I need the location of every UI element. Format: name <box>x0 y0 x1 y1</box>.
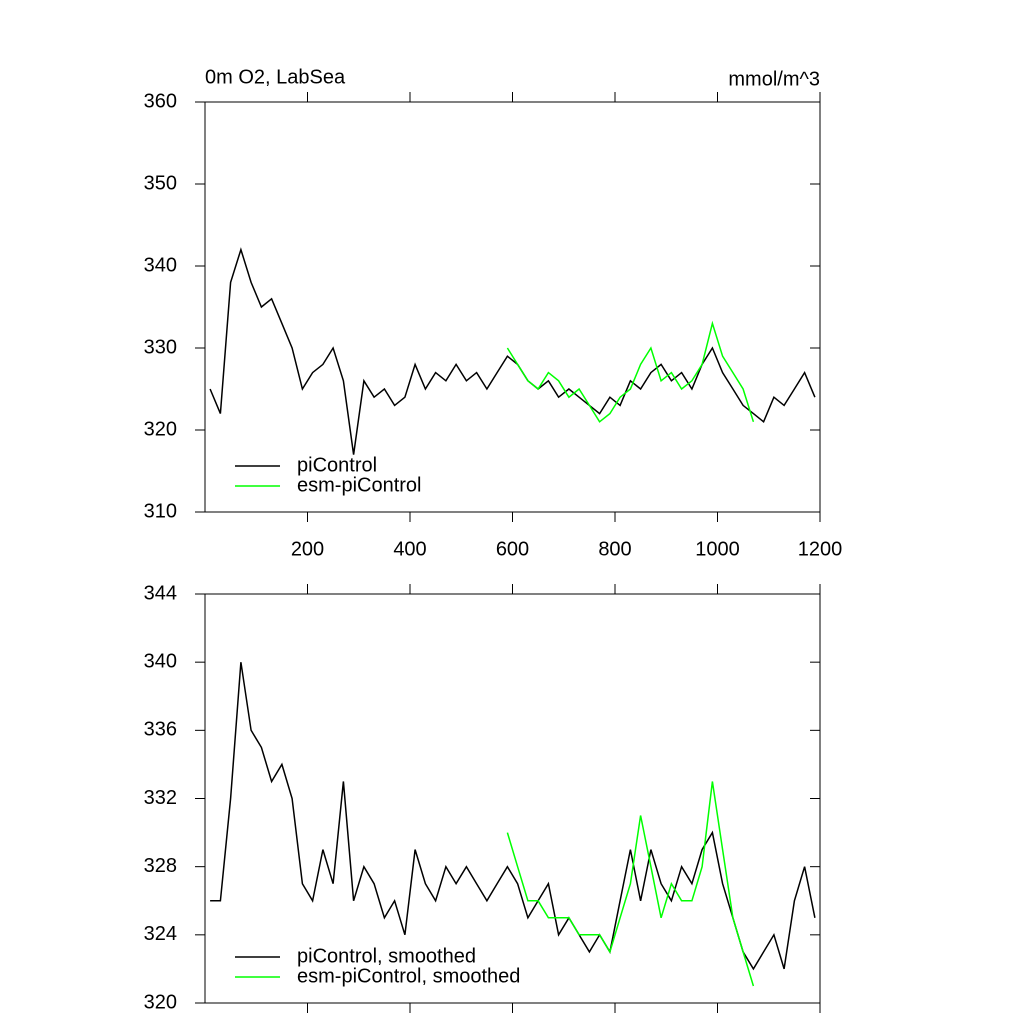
y-tick-label: 310 <box>144 500 177 522</box>
x-tick-label: 800 <box>598 538 631 560</box>
y-tick-label: 320 <box>144 418 177 440</box>
x-tick-label: 400 <box>393 538 426 560</box>
x-tick-label: 1200 <box>798 538 843 560</box>
y-tick-label: 320 <box>144 991 177 1013</box>
legend-label: esm-piControl, smoothed <box>297 965 520 987</box>
x-tick-label: 1000 <box>695 538 740 560</box>
plot-frame <box>204 101 821 513</box>
y-tick-label: 350 <box>144 172 177 194</box>
y-tick-label: 340 <box>144 650 177 672</box>
chart-title: 0m O2, LabSea <box>205 66 346 88</box>
x-tick-label: 600 <box>496 538 529 560</box>
y-tick-label: 330 <box>144 336 177 358</box>
y-tick-label: 324 <box>144 923 177 945</box>
plot-frame <box>204 593 821 1004</box>
series-line <box>506 781 755 987</box>
y-tick-label: 344 <box>144 582 177 604</box>
units-label: mmol/m^3 <box>728 68 820 90</box>
legend-label: piControl <box>297 454 377 476</box>
y-tick-label: 360 <box>144 90 177 112</box>
y-tick-label: 340 <box>144 254 177 276</box>
series-line <box>506 320 755 423</box>
x-tick-label: 200 <box>291 538 324 560</box>
series-line <box>210 662 816 971</box>
legend-label: piControl, smoothed <box>297 945 476 967</box>
series-line <box>209 247 816 455</box>
y-tick-label: 328 <box>144 855 177 877</box>
y-tick-label: 332 <box>144 787 177 809</box>
legend-label: esm-piControl <box>297 474 421 496</box>
y-tick-label: 336 <box>144 719 177 741</box>
